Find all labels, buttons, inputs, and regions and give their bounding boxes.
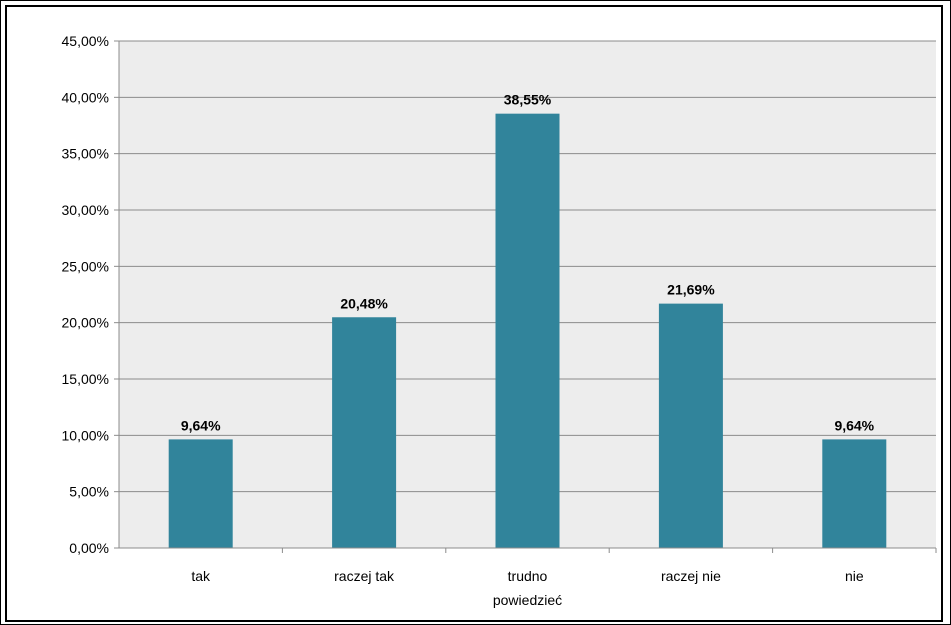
data-label: 21,69% [667, 282, 715, 298]
y-tick-label: 0,00% [69, 540, 109, 556]
data-label: 9,64% [834, 417, 874, 433]
y-tick-label: 25,00% [62, 258, 109, 274]
x-category-label: raczej nie [661, 568, 721, 584]
y-tick-label: 5,00% [69, 484, 109, 500]
y-tick-label: 35,00% [62, 146, 109, 162]
data-label: 20,48% [340, 295, 388, 311]
y-tick-label: 10,00% [62, 427, 109, 443]
y-tick-label: 40,00% [62, 89, 109, 105]
y-tick-label: 45,00% [62, 33, 109, 49]
bar [332, 317, 397, 548]
bar [822, 439, 887, 548]
data-label: 9,64% [181, 417, 221, 433]
x-category-label: trudno [508, 568, 548, 584]
y-tick-labels: 0,00% 5,00% 10,00% 15,00% 20,00% 25,00% 30,00%… [62, 33, 109, 556]
y-tick-label: 30,00% [62, 202, 109, 218]
x-category-labels: tak raczej tak trudno powiedzieć raczej nie n… [191, 568, 863, 608]
axes [114, 40, 937, 553]
bar [168, 439, 233, 548]
bar [658, 303, 723, 548]
data-label: 38,55% [504, 92, 552, 108]
data-labels: 9,64% 20,48% 38,55% 21,69% 9,64% [181, 92, 875, 434]
x-category-label: tak [191, 568, 211, 584]
bar [495, 113, 560, 549]
x-category-label: powiedzieć [493, 592, 562, 608]
y-tick-label: 20,00% [62, 315, 109, 331]
x-category-label: nie [845, 568, 864, 584]
x-category-label: raczej tak [334, 568, 395, 584]
bars [168, 113, 887, 549]
y-tick-label: 15,00% [62, 371, 109, 387]
